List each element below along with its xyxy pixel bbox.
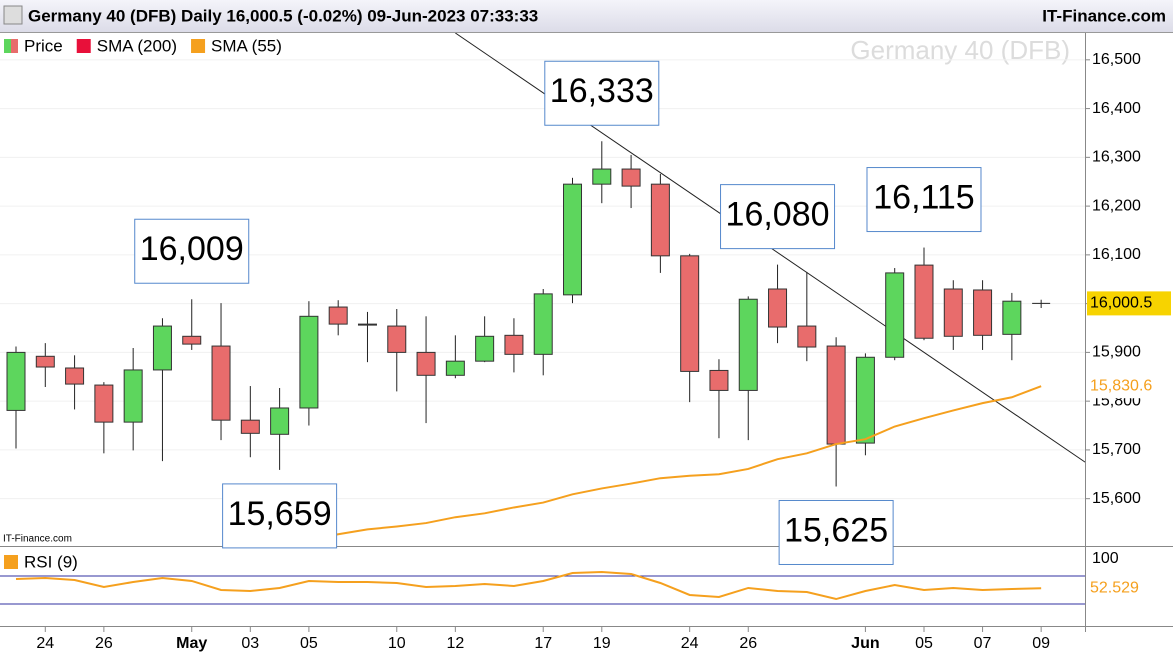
x-tick-label: 26 bbox=[739, 635, 757, 652]
candle-body bbox=[738, 298, 758, 391]
current-value-label: 15,830.6 bbox=[1090, 377, 1152, 394]
y-tick-label: 16,500 bbox=[1092, 51, 1141, 68]
x-tick-label: 24 bbox=[36, 635, 54, 652]
current-value-label: 16,000.5 bbox=[1090, 295, 1152, 312]
legend-swatch bbox=[76, 39, 91, 53]
header-brand: IT-Finance.com bbox=[1042, 6, 1166, 25]
candle-body bbox=[328, 306, 348, 325]
x-tick-label: 03 bbox=[241, 635, 259, 652]
annotation-box bbox=[720, 184, 836, 250]
legend-label: RSI (9) bbox=[24, 552, 78, 571]
x-tick-label: 12 bbox=[446, 635, 464, 652]
candle-body bbox=[797, 325, 817, 348]
annotation-box bbox=[778, 499, 894, 565]
x-tick-label: 10 bbox=[388, 635, 406, 652]
legend-label: SMA (200) bbox=[97, 36, 177, 55]
x-tick-label: Jun bbox=[851, 635, 879, 652]
annotation-label: 16,115 bbox=[873, 179, 974, 217]
candle-body bbox=[475, 335, 495, 362]
candle-body bbox=[35, 355, 55, 368]
candle-body bbox=[885, 272, 905, 358]
candle-body bbox=[709, 369, 729, 391]
x-tick-label: 19 bbox=[593, 635, 611, 652]
source: IT-Finance.com bbox=[3, 534, 72, 545]
candle-body bbox=[680, 255, 700, 372]
logo bbox=[3, 5, 23, 25]
candle-body bbox=[533, 293, 553, 355]
annotation-label: 16,080 bbox=[726, 196, 830, 234]
watermark: Germany 40 (DFB) bbox=[850, 35, 1070, 65]
legend-label: Price bbox=[24, 36, 63, 55]
annotation-box bbox=[866, 167, 982, 233]
candle-body bbox=[416, 351, 436, 376]
x-tick-label: 26 bbox=[95, 635, 113, 652]
candle-body bbox=[387, 325, 407, 353]
candle-body bbox=[357, 323, 377, 326]
y-tick-label: 16,200 bbox=[1092, 197, 1141, 214]
candle-body bbox=[768, 288, 788, 328]
candle-body bbox=[914, 264, 934, 339]
y-tick-label: 16,400 bbox=[1092, 100, 1141, 117]
current-value-box bbox=[1087, 291, 1171, 316]
candle-body bbox=[621, 168, 641, 187]
candle-body bbox=[1002, 300, 1022, 335]
candle-body bbox=[182, 335, 202, 345]
annotation-label: 16,009 bbox=[140, 230, 244, 268]
current-value-label: 52.529 bbox=[1090, 579, 1139, 596]
x-tick-label: 24 bbox=[681, 635, 699, 652]
legend-swatch bbox=[11, 39, 18, 53]
x-tick-label: 05 bbox=[915, 635, 933, 652]
candle-body bbox=[973, 289, 993, 336]
candle-body bbox=[65, 367, 85, 385]
x-tick-label: May bbox=[176, 635, 207, 652]
candle-body bbox=[211, 345, 231, 421]
x-tick-label: 05 bbox=[300, 635, 318, 652]
y-tick-label: 15,700 bbox=[1092, 441, 1141, 458]
annotation-label: 15,625 bbox=[784, 511, 888, 549]
header-bar bbox=[0, 0, 1173, 32]
candle-body bbox=[826, 345, 846, 445]
candle-body bbox=[270, 407, 290, 435]
y-tick-label: 16,100 bbox=[1092, 246, 1141, 263]
candle-body bbox=[123, 369, 143, 423]
line-series bbox=[15, 571, 1042, 601]
candle-body bbox=[299, 315, 319, 409]
legend-swatch bbox=[4, 555, 18, 569]
candle-body bbox=[592, 168, 612, 185]
annotation-label: 16,333 bbox=[550, 72, 654, 110]
candle-body bbox=[445, 360, 465, 376]
candle-body bbox=[943, 288, 963, 337]
annotation-label: 15,659 bbox=[228, 495, 332, 533]
candle-body bbox=[504, 334, 524, 355]
candle-body bbox=[94, 384, 114, 423]
current-value-box bbox=[1087, 374, 1171, 399]
rsi-panel bbox=[0, 571, 1085, 605]
candle-body bbox=[563, 183, 583, 296]
y-tick-label: 15,900 bbox=[1092, 344, 1141, 361]
legend-swatch bbox=[191, 39, 206, 53]
x-tick-label: 07 bbox=[974, 635, 992, 652]
legend-swatch bbox=[4, 39, 11, 53]
axes: 15,60015,70015,80015,90016,00016,10016,2… bbox=[36, 51, 1171, 652]
candle-body bbox=[240, 419, 260, 434]
candle-body bbox=[650, 183, 670, 257]
y-tick-label: 15,600 bbox=[1092, 490, 1141, 507]
line-series bbox=[250, 385, 1042, 545]
candle-body bbox=[6, 351, 26, 411]
x-tick-label: 17 bbox=[534, 635, 552, 652]
header-title: Germany 40 (DFB) Daily 16,000.5 (-0.02%)… bbox=[28, 6, 538, 25]
y-tick-label: 100 bbox=[1092, 550, 1119, 567]
annotation-box bbox=[222, 483, 338, 549]
candle-body bbox=[855, 356, 875, 444]
candle-body bbox=[152, 325, 172, 371]
legend-label: SMA (55) bbox=[211, 36, 282, 55]
y-tick-label: 16,300 bbox=[1092, 149, 1141, 166]
x-tick-label: 09 bbox=[1032, 635, 1050, 652]
annotation-box bbox=[134, 218, 250, 284]
annotation-box bbox=[544, 60, 660, 126]
